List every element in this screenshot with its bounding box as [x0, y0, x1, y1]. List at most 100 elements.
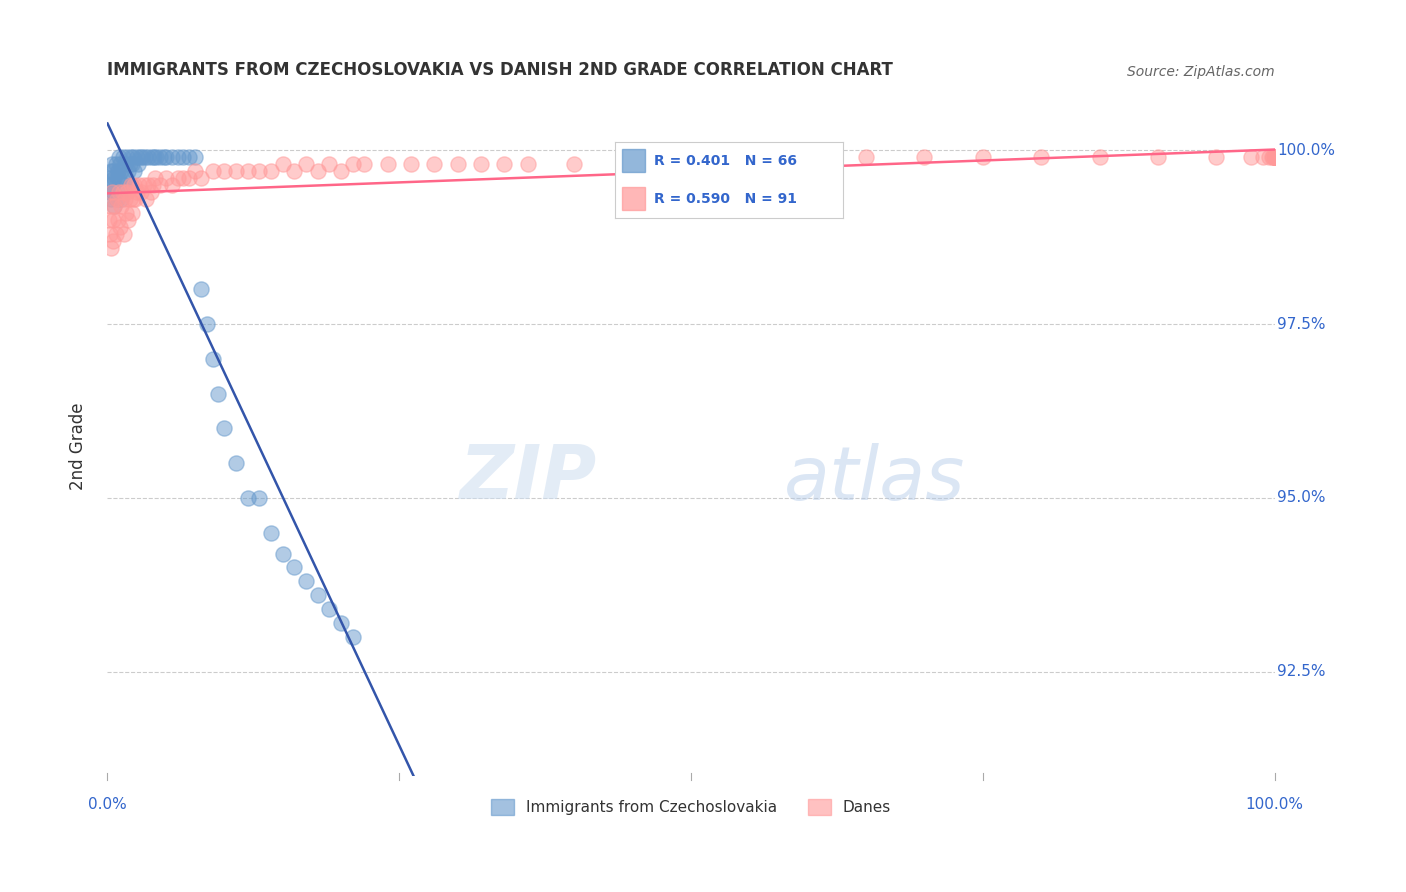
Point	[1240, 150, 1263, 164]
Point	[271, 157, 294, 171]
Point	[124, 192, 146, 206]
Point	[283, 164, 305, 178]
Point	[1264, 150, 1286, 164]
Point	[101, 185, 124, 199]
Point	[149, 178, 172, 192]
Point	[1257, 150, 1279, 164]
Point	[124, 164, 146, 178]
Point	[110, 199, 132, 213]
Point	[117, 164, 139, 178]
Point	[1031, 150, 1053, 164]
Point	[108, 150, 131, 164]
Point	[1264, 150, 1286, 164]
Point	[117, 185, 139, 199]
Point	[796, 150, 818, 164]
Point	[120, 178, 142, 192]
Point	[110, 219, 132, 234]
Point	[108, 185, 131, 199]
Point	[562, 157, 585, 171]
Text: Source: ZipAtlas.com: Source: ZipAtlas.com	[1128, 65, 1275, 79]
Point	[97, 212, 120, 227]
Point	[120, 150, 142, 164]
Point	[494, 157, 516, 171]
Point	[516, 157, 538, 171]
Point	[260, 525, 283, 540]
Point	[125, 185, 148, 199]
Point	[353, 157, 375, 171]
Point	[129, 150, 152, 164]
Point	[103, 171, 125, 186]
Point	[143, 171, 166, 186]
Point	[111, 185, 134, 199]
Point	[103, 164, 125, 178]
Point	[115, 171, 138, 186]
Point	[108, 171, 131, 186]
Point	[1147, 150, 1170, 164]
Point	[307, 164, 329, 178]
Point	[295, 574, 318, 589]
Text: 95.0%: 95.0%	[1277, 491, 1326, 506]
Point	[190, 282, 212, 296]
Point	[143, 150, 166, 164]
Point	[127, 157, 149, 171]
Point	[108, 185, 131, 199]
Point	[1088, 150, 1111, 164]
Point	[100, 241, 122, 255]
Point	[103, 199, 125, 213]
Point	[283, 560, 305, 574]
Point	[225, 456, 247, 470]
Point	[207, 386, 229, 401]
Point	[122, 192, 145, 206]
Point	[98, 227, 121, 241]
Point	[399, 157, 422, 171]
Point	[1261, 150, 1284, 164]
Point	[184, 164, 207, 178]
Point	[172, 150, 194, 164]
Point	[112, 227, 135, 241]
Point	[136, 178, 159, 192]
Point	[247, 164, 270, 178]
Point	[470, 157, 492, 171]
Point	[679, 150, 702, 164]
Point	[247, 491, 270, 505]
Point	[121, 206, 143, 220]
Point	[103, 212, 125, 227]
Point	[1264, 150, 1286, 164]
Point	[423, 157, 446, 171]
Point	[271, 547, 294, 561]
Point	[738, 150, 761, 164]
Point	[131, 185, 153, 199]
Point	[201, 351, 224, 366]
Point	[125, 150, 148, 164]
Text: 0.0%: 0.0%	[89, 797, 127, 812]
Point	[122, 150, 145, 164]
Point	[377, 157, 399, 171]
Point	[104, 227, 127, 241]
Point	[1264, 150, 1286, 164]
Point	[98, 171, 121, 186]
Point	[115, 206, 138, 220]
Point	[100, 164, 122, 178]
Point	[446, 157, 468, 171]
Point	[1264, 150, 1286, 164]
Point	[135, 192, 157, 206]
Point	[160, 178, 183, 192]
Point	[101, 178, 124, 192]
Point	[105, 192, 128, 206]
Point	[914, 150, 936, 164]
Point	[97, 178, 120, 192]
Point	[141, 150, 163, 164]
Point	[236, 164, 259, 178]
Point	[1264, 150, 1286, 164]
Point	[117, 212, 139, 227]
Point	[318, 602, 340, 616]
Point	[149, 150, 172, 164]
Point	[105, 171, 128, 186]
Point	[101, 157, 124, 171]
Point	[1251, 150, 1274, 164]
Point	[621, 150, 644, 164]
Point	[260, 164, 283, 178]
Legend: Immigrants from Czechoslovakia, Danes: Immigrants from Czechoslovakia, Danes	[485, 793, 897, 822]
Text: 100.0%: 100.0%	[1277, 143, 1334, 158]
Point	[318, 157, 340, 171]
